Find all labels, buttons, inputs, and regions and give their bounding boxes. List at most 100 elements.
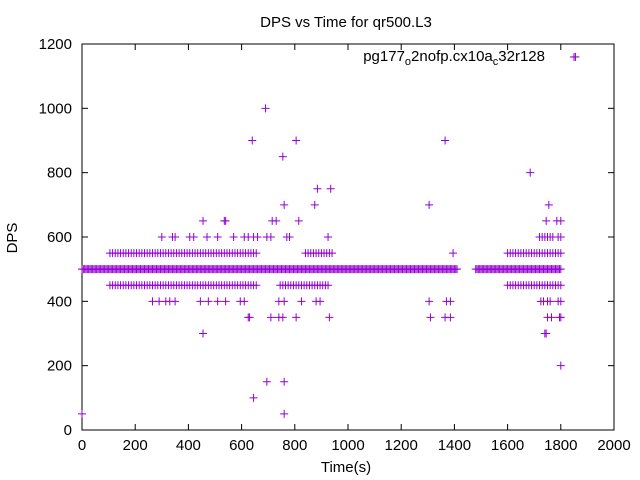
data-point bbox=[324, 281, 333, 290]
data-point bbox=[266, 233, 275, 241]
x-axis-title: Time(s) bbox=[321, 459, 371, 476]
y-tick-label: 1200 bbox=[39, 36, 72, 53]
data-point bbox=[446, 313, 455, 322]
data-point bbox=[547, 313, 556, 322]
data-point bbox=[328, 249, 337, 258]
data-point bbox=[253, 233, 262, 241]
data-point bbox=[294, 216, 303, 225]
x-tick-label: 2000 bbox=[597, 437, 630, 454]
data-point bbox=[426, 313, 435, 322]
data-point bbox=[262, 377, 271, 386]
data-point bbox=[248, 136, 257, 145]
data-point bbox=[556, 297, 565, 306]
data-point bbox=[229, 233, 238, 241]
data-point bbox=[556, 313, 565, 322]
y-tick-label: 800 bbox=[47, 165, 72, 182]
data-point bbox=[556, 281, 565, 290]
data-point bbox=[316, 297, 325, 306]
data-point bbox=[441, 136, 450, 145]
data-point bbox=[310, 200, 319, 209]
data-point bbox=[542, 216, 551, 225]
x-tick-label: 400 bbox=[176, 437, 201, 454]
x-tick-label: 0 bbox=[78, 437, 86, 454]
x-tick-label: 800 bbox=[282, 437, 307, 454]
data-point bbox=[157, 233, 166, 241]
legend-label: pg177o2nofp.cx10ac32r128 bbox=[363, 48, 545, 68]
data-point bbox=[189, 233, 198, 241]
data-point bbox=[199, 216, 208, 225]
data-point bbox=[252, 281, 261, 290]
data-point bbox=[313, 184, 322, 193]
data-point bbox=[261, 104, 270, 113]
y-tick-label: 400 bbox=[47, 293, 72, 310]
y-axis-title: DPS bbox=[4, 223, 21, 254]
data-point bbox=[556, 361, 565, 370]
data-point bbox=[240, 297, 249, 306]
data-point bbox=[556, 265, 565, 274]
legend-label-part: 32r128 bbox=[498, 48, 545, 65]
data-point bbox=[292, 313, 301, 322]
y-tick-label: 600 bbox=[47, 229, 72, 246]
data-point bbox=[266, 313, 275, 322]
data-point bbox=[204, 297, 213, 306]
data-point bbox=[297, 297, 306, 306]
data-point bbox=[78, 409, 86, 418]
data-point bbox=[546, 297, 555, 306]
data-point bbox=[278, 313, 287, 322]
data-point bbox=[425, 297, 434, 306]
data-point bbox=[446, 297, 455, 306]
y-tick-label: 0 bbox=[64, 422, 72, 439]
data-point bbox=[292, 136, 301, 145]
data-point bbox=[280, 377, 289, 386]
data-point bbox=[285, 233, 294, 241]
axis-ticks: 0 200 400 600 800 1000 1200 1400 1600 1800 2000 0 20… bbox=[39, 36, 631, 454]
data-point bbox=[249, 393, 258, 402]
legend-label-part: 2nofp.cx10a bbox=[411, 48, 493, 65]
data-point bbox=[221, 297, 230, 306]
data-points bbox=[78, 52, 580, 418]
data-point bbox=[203, 233, 212, 241]
data-point bbox=[449, 249, 458, 258]
data-point bbox=[544, 200, 553, 209]
data-point bbox=[425, 200, 434, 209]
x-tick-label: 1600 bbox=[491, 437, 524, 454]
x-tick-label: 600 bbox=[229, 437, 254, 454]
data-point bbox=[280, 409, 289, 418]
x-tick-label: 1000 bbox=[331, 437, 364, 454]
data-point bbox=[213, 297, 222, 306]
legend-marker-plus bbox=[570, 53, 578, 61]
data-point bbox=[272, 216, 281, 225]
data-point bbox=[324, 233, 333, 241]
y-tick-label: 1000 bbox=[39, 100, 72, 117]
data-point bbox=[199, 329, 208, 338]
data-point bbox=[526, 168, 535, 177]
legend-label-subscript: o bbox=[405, 56, 411, 68]
data-point bbox=[556, 216, 565, 225]
chart-title: DPS vs Time for qr500.L3 bbox=[260, 14, 432, 31]
legend-label-part: pg177 bbox=[363, 48, 405, 65]
data-point bbox=[221, 216, 230, 225]
data-point bbox=[453, 265, 462, 274]
data-point bbox=[196, 297, 205, 306]
data-point bbox=[542, 329, 551, 338]
legend-label-subscript: c bbox=[493, 56, 499, 68]
x-tick-label: 1800 bbox=[544, 437, 577, 454]
y-tick-label: 200 bbox=[47, 358, 72, 375]
data-point bbox=[326, 184, 335, 193]
x-tick-label: 1200 bbox=[385, 437, 418, 454]
legend-marker bbox=[570, 53, 578, 61]
data-point bbox=[280, 297, 289, 306]
data-point bbox=[325, 313, 334, 322]
data-point bbox=[252, 249, 261, 258]
data-point bbox=[213, 233, 222, 241]
data-point bbox=[556, 249, 565, 258]
x-tick-label: 200 bbox=[123, 437, 148, 454]
data-point bbox=[278, 152, 287, 161]
data-point bbox=[171, 297, 180, 306]
data-point bbox=[556, 233, 565, 241]
data-point bbox=[171, 233, 180, 241]
legend: pg177o2nofp.cx10ac32r128 bbox=[363, 48, 578, 68]
data-point bbox=[280, 200, 289, 209]
data-point bbox=[245, 313, 254, 322]
